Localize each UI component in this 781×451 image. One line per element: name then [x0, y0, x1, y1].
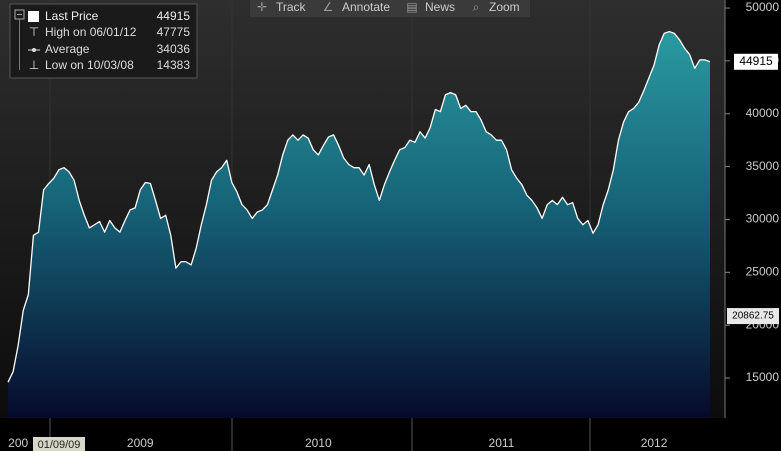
value-tag: 44915 — [739, 54, 773, 68]
legend-label: Low on 10/03/08 — [45, 58, 134, 72]
legend-symbol: ⊥ — [29, 58, 39, 72]
toolbar-label[interactable]: Annotate — [342, 0, 390, 14]
area-fill — [8, 31, 710, 419]
legend-label: Average — [45, 42, 90, 56]
x-tick-label: 2011 — [489, 436, 515, 450]
cursor-date-box — [33, 437, 85, 451]
y-tick-label: 25000 — [746, 264, 780, 278]
toolbar-annotate[interactable]: ∠ Annotate — [323, 0, 391, 14]
x-axis-strip — [0, 418, 781, 451]
y-tick-label: 15000 — [746, 370, 780, 384]
x-axis-labels: 200 2009 2010 2011 2012 — [8, 436, 668, 450]
y-tick-label: 35000 — [746, 159, 780, 173]
legend-swatch — [28, 11, 39, 22]
legend-symbol: ⊤ — [29, 25, 39, 39]
y-tick-label: 50000 — [746, 0, 780, 14]
x-tick-label: 200 — [8, 436, 28, 450]
x-tick-label: 2009 — [127, 436, 154, 450]
annotate-icon: ∠ — [323, 0, 334, 14]
value-tag-box — [734, 53, 778, 70]
price-line — [7, 30, 711, 383]
cursor-date: 01/09/09 — [38, 439, 81, 451]
legend-symbol — [32, 48, 36, 52]
legend-box — [9, 3, 198, 79]
y-tick-label: 40000 — [746, 106, 780, 120]
legend-label: High on 06/01/12 — [45, 25, 137, 39]
value-tag-box — [727, 308, 779, 325]
x-tick-label: 2012 — [641, 436, 668, 450]
x-tick-label: 2010 — [305, 436, 332, 450]
news-icon: ▤ — [406, 0, 417, 14]
legend-value: 47775 — [157, 25, 191, 39]
toolbar-label[interactable]: Track — [276, 0, 307, 14]
toolbar-news[interactable]: ▤ News — [406, 0, 455, 14]
zoom-icon: ⌕ — [473, 0, 480, 14]
y-axis: 1500020000250003000035000400004500050000 — [725, 0, 779, 384]
value-tags: 44915 20862.75 — [727, 53, 779, 325]
legend-label: Last Price — [45, 9, 99, 23]
y-tick-label: 30000 — [746, 212, 780, 226]
toolbar: ✛ Track ∠ Annotate ▤ News ⌕ Zoom — [250, 0, 530, 17]
legend-value: 14383 — [157, 58, 191, 72]
plot-area — [7, 0, 711, 419]
value-tag: 20862.75 — [732, 311, 774, 322]
legend: Last Price 44915 ⊤ High on 06/01/12 4777… — [9, 3, 198, 79]
toolbar-track[interactable]: ✛ Track — [257, 0, 307, 14]
legend-value: 44915 — [157, 9, 191, 23]
legend-value: 34036 — [157, 42, 191, 56]
track-icon: ✛ — [257, 0, 267, 14]
toolbar-background — [250, 0, 530, 17]
toolbar-label[interactable]: News — [425, 0, 455, 14]
toolbar-zoom[interactable]: ⌕ Zoom — [473, 0, 520, 14]
toolbar-label[interactable]: Zoom — [489, 0, 520, 14]
